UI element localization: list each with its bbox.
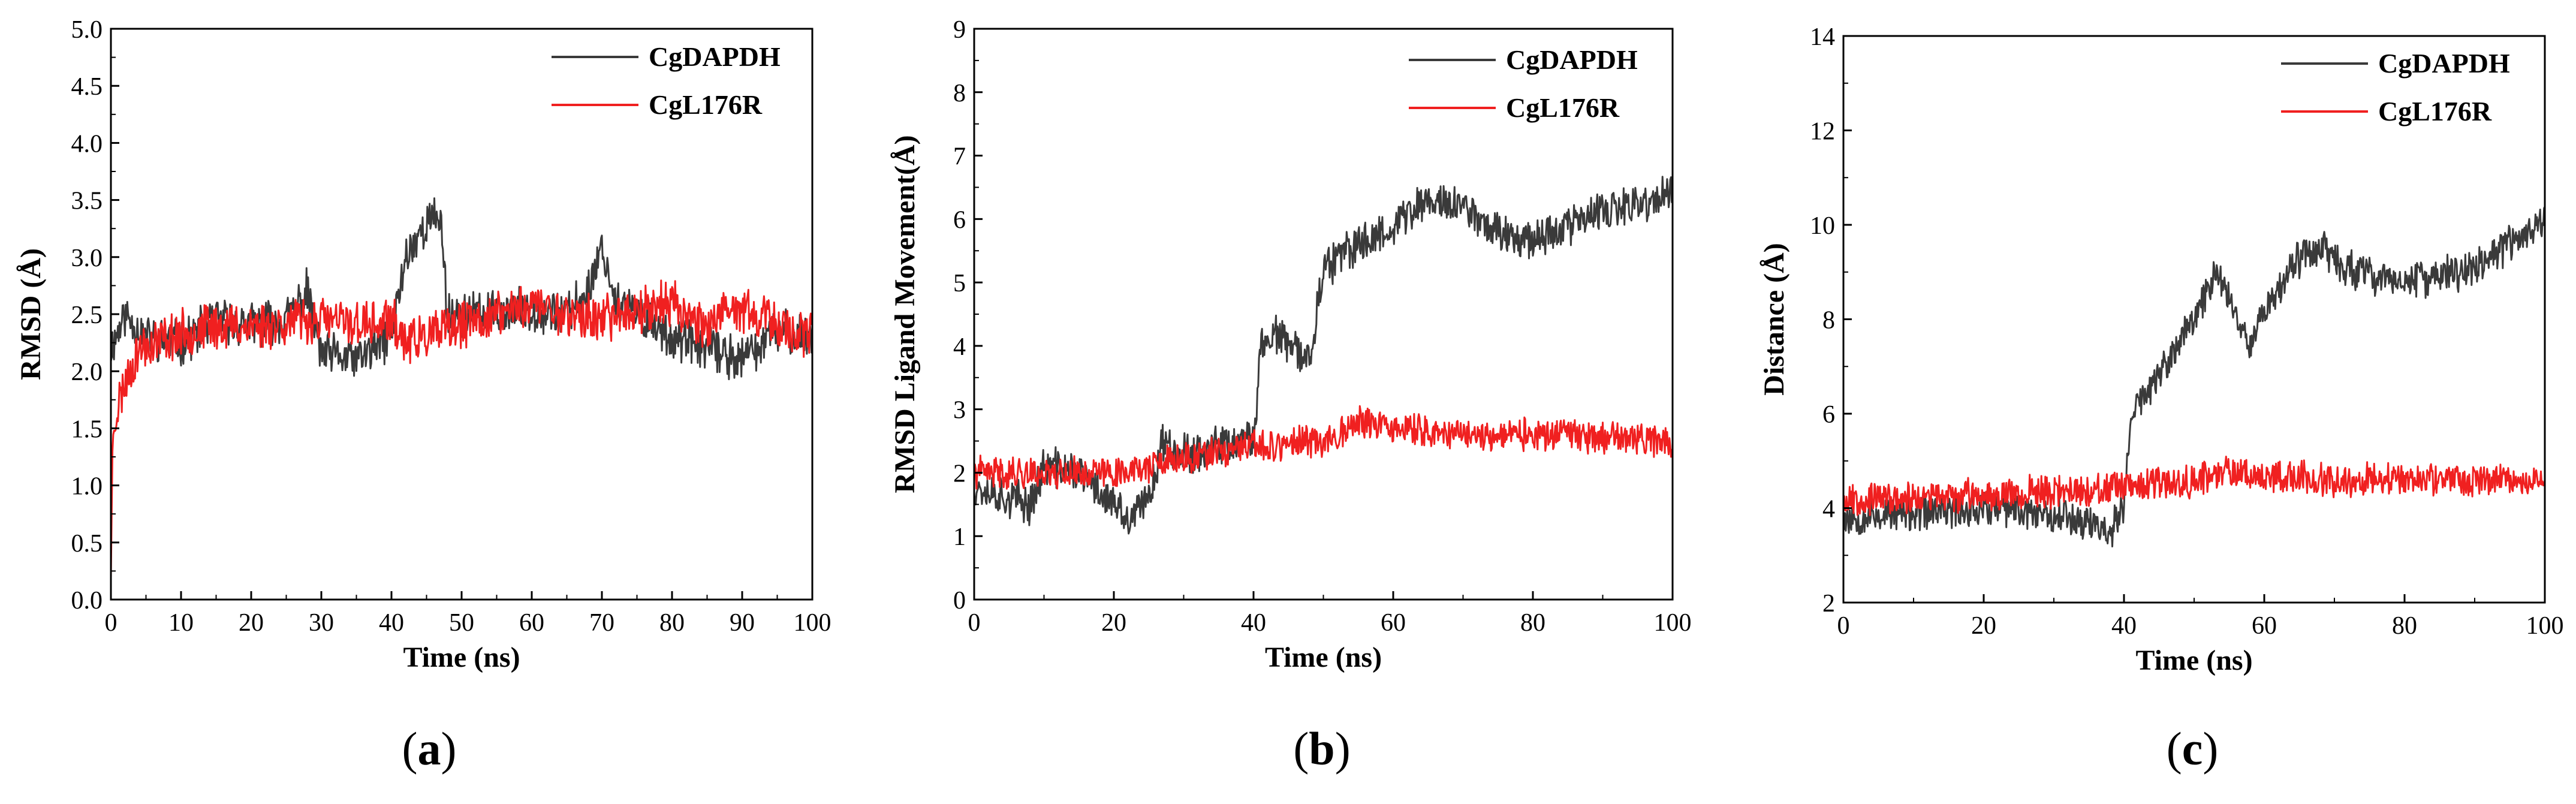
y-tick-label: 3.0 <box>71 245 103 272</box>
panel-label: (b) <box>1293 722 1350 775</box>
legend-label-cgl176r: CgL176R <box>1506 92 1620 123</box>
x-tick-label: 60 <box>1381 609 1406 637</box>
series-line-cgdapdh <box>1843 206 2545 547</box>
legend-label-cgl176r: CgL176R <box>2378 96 2492 127</box>
x-tick-label: 20 <box>239 609 264 637</box>
y-tick-label: 5.0 <box>71 16 103 44</box>
x-tick-label: 40 <box>2111 612 2137 640</box>
legend-label-cgl176r: CgL176R <box>649 89 763 120</box>
y-tick-label: 0.0 <box>71 587 103 615</box>
x-tick-label: 0 <box>968 609 981 637</box>
y-tick-label: 7 <box>953 143 966 171</box>
y-tick-label: 6 <box>953 206 966 234</box>
panel-label: (c) <box>2167 722 2219 775</box>
y-tick-label: 2 <box>953 460 966 487</box>
y-tick-label: 3.5 <box>71 188 103 215</box>
series-line-cgdapdh <box>111 197 812 381</box>
x-tick-label: 100 <box>794 609 831 637</box>
y-axis-title: RMSD (Å) <box>15 248 47 380</box>
series-line-cgl176r <box>974 405 1673 490</box>
x-axis-title: Time (ns) <box>2135 645 2252 676</box>
y-tick-label: 4 <box>1822 496 1835 523</box>
y-tick-label: 9 <box>953 16 966 44</box>
y-tick-label: 5 <box>953 270 966 297</box>
panel-a: 0 10 20 30 40 50 60 70 80 90 100 0.0 0.5 1.0 1.5 2.0 2.5… <box>15 16 831 775</box>
x-tick-label: 80 <box>2392 612 2417 640</box>
x-tick-label: 60 <box>2252 612 2277 640</box>
y-tick-label: 0.5 <box>71 530 103 558</box>
y-tick-label: 4 <box>953 333 966 361</box>
x-tick-label: 100 <box>1654 609 1692 637</box>
series-line-cgdapdh <box>974 176 1673 535</box>
y-tick-label: 2.0 <box>71 359 103 386</box>
y-tick-label: 1.0 <box>71 473 103 501</box>
x-tick-label: 80 <box>659 609 685 637</box>
x-tick-label: 10 <box>168 609 194 637</box>
y-tick-label: 2 <box>1822 590 1835 618</box>
legend-label-cgdapdh: CgDAPDH <box>1506 44 1638 75</box>
x-tick-label: 0 <box>1837 612 1850 640</box>
x-tick-label: 100 <box>2526 612 2564 640</box>
x-tick-label: 70 <box>589 609 614 637</box>
x-tick-label: 0 <box>105 609 117 637</box>
x-tick-label: 90 <box>730 609 755 637</box>
x-tick-label: 20 <box>1971 612 1996 640</box>
x-tick-label: 40 <box>1241 609 1266 637</box>
y-tick-label: 14 <box>1810 23 1835 51</box>
y-tick-label: 10 <box>1810 212 1835 240</box>
y-tick-label: 0 <box>953 587 966 615</box>
y-tick-label: 8 <box>953 80 966 107</box>
legend-label-cgdapdh: CgDAPDH <box>649 41 781 72</box>
y-tick-label: 6 <box>1822 401 1835 429</box>
y-tick-label: 12 <box>1810 118 1835 146</box>
y-axis-title: Distance (Å) <box>1758 243 1790 396</box>
x-axis-title: Time (ns) <box>1265 642 1382 673</box>
panel-c: 0 20 40 60 80 100 2 4 6 8 10 12 14 Time (ns) Distance … <box>1758 23 2564 775</box>
legend-label-cgdapdh: CgDAPDH <box>2378 48 2510 79</box>
panel-label: (a) <box>402 722 457 775</box>
y-tick-label: 1 <box>953 523 966 551</box>
x-tick-label: 50 <box>449 609 474 637</box>
y-tick-label: 8 <box>1822 307 1835 335</box>
y-axis-title: RMSD Ligand Movement(Å) <box>889 135 921 493</box>
panel-b: 0 20 40 60 80 100 0 1 2 3 4 5 6 7 8 9 Time (ns) RMSD Liga… <box>889 16 1692 775</box>
series-line-cgl176r <box>1843 456 2545 516</box>
y-tick-label: 4.5 <box>71 73 103 101</box>
x-tick-label: 30 <box>309 609 334 637</box>
y-tick-label: 2.5 <box>71 302 103 329</box>
x-tick-label: 20 <box>1101 609 1126 637</box>
y-tick-label: 1.5 <box>71 415 103 443</box>
x-tick-label: 60 <box>519 609 544 637</box>
x-tick-label: 80 <box>1520 609 1545 637</box>
x-axis-title: Time (ns) <box>403 642 520 673</box>
y-tick-label: 3 <box>953 397 966 424</box>
y-tick-label: 4.0 <box>71 130 103 158</box>
series-line-cgl176r <box>111 279 812 578</box>
x-tick-label: 40 <box>379 609 404 637</box>
